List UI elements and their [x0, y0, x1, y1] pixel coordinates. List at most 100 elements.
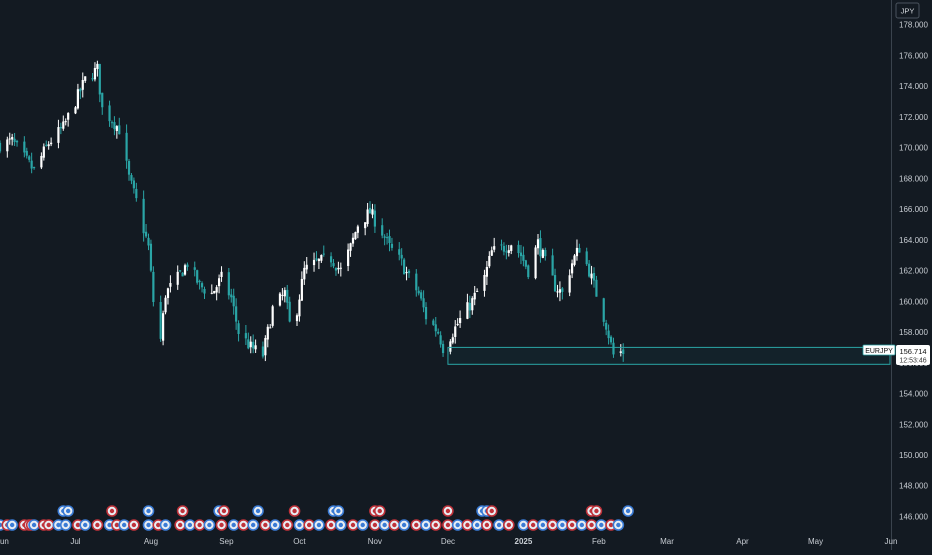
candle-body [286, 289, 289, 303]
event-marker-dot [445, 522, 451, 528]
candle-body [28, 156, 31, 160]
price-tick-label: 152.000 [899, 420, 928, 429]
event-marker-dot [465, 522, 470, 528]
time-tick-label: Feb [592, 537, 606, 546]
candle-body [373, 210, 377, 227]
candle-body [220, 271, 223, 278]
candle-body [47, 144, 50, 147]
candle-body [142, 198, 145, 234]
candle-body [254, 345, 257, 350]
candle-body [415, 273, 418, 291]
candle-body [200, 283, 204, 288]
candle-body [312, 259, 316, 266]
event-marker-dot [9, 522, 15, 528]
candle-body [476, 290, 479, 292]
event-marker-dot [392, 522, 397, 528]
candle-body [424, 307, 428, 320]
event-marker-dot [616, 522, 621, 528]
candle-body [317, 259, 321, 262]
event-marker-dot [328, 522, 334, 528]
event-marker-dot [401, 522, 407, 528]
event-marker-dot [109, 508, 115, 514]
candle-body [271, 306, 274, 326]
candle-body [388, 236, 391, 244]
candle-body [13, 138, 16, 143]
price-tick-label: 166.000 [899, 205, 928, 214]
event-marker-dot [285, 522, 290, 528]
candle-body [570, 263, 574, 274]
candle-body [385, 237, 389, 239]
candle-body [602, 298, 605, 322]
candle-body [485, 266, 488, 277]
currency-badge-frame [895, 2, 920, 19]
candle-body [113, 122, 116, 130]
price-tick-label: 154.000 [899, 390, 928, 399]
event-marker-dot [372, 522, 378, 528]
candle-body [364, 222, 367, 229]
candle-body [507, 250, 510, 253]
candle-body [67, 113, 70, 120]
candle-body [266, 326, 269, 340]
event-marker-dot [336, 508, 341, 514]
candle-body [152, 271, 155, 303]
candle-body [539, 238, 542, 257]
candle-body [417, 290, 420, 294]
candle-body [288, 301, 291, 322]
time-axis[interactable]: Jun Jul Aug Sep Oct Nov Dec 2025 Feb Mar Apr May Jun [0, 537, 897, 546]
event-marker-dot [550, 522, 555, 528]
candle-body [329, 256, 333, 263]
last-price-tag[interactable]: EURJPY 156.714 12:53:46 [862, 344, 930, 365]
price-axis[interactable]: 146.000148.000150.000152.000154.000156.0… [899, 21, 928, 522]
event-marker-dot [540, 522, 546, 528]
candle-body [468, 302, 471, 311]
event-marker-dot [31, 522, 37, 528]
event-marker-dot [579, 522, 585, 528]
candle-body [339, 267, 342, 269]
price-tick-label: 146.000 [899, 512, 928, 521]
candle-body [553, 275, 557, 292]
candle-body [434, 324, 437, 332]
candle-body [585, 251, 588, 265]
event-marker-dot [382, 522, 387, 528]
price-tick-label: 170.000 [899, 144, 928, 153]
candle-body [502, 246, 506, 252]
candle-body [252, 341, 255, 349]
candle-body [118, 125, 121, 135]
candle-body [315, 258, 318, 260]
event-marker-dot [360, 522, 365, 528]
event-marker-dot [121, 522, 127, 528]
candle-body [500, 244, 503, 246]
event-marker-dot [338, 522, 344, 528]
time-tick-label: Jun [0, 537, 9, 546]
candle-body [193, 267, 196, 270]
candle-body [522, 254, 525, 261]
event-marker-dot [241, 522, 246, 528]
event-marker-dot [263, 522, 268, 528]
candle-body [74, 107, 77, 114]
currency-badge[interactable]: JPY [895, 2, 920, 19]
time-tick-label: 2025 [515, 537, 533, 546]
event-marker-dot [445, 508, 451, 514]
candle-body [519, 252, 523, 257]
price-tag-box [896, 345, 930, 365]
candle-body [8, 138, 11, 140]
event-marker-dot [521, 522, 526, 528]
candle-body [244, 333, 247, 339]
candle-body [59, 127, 62, 129]
candle-body [96, 63, 99, 70]
time-tick-label: Jun [885, 537, 898, 546]
candle-body [551, 255, 554, 276]
candle-body [15, 140, 19, 143]
candle-body [451, 337, 454, 343]
event-marker-dot [530, 522, 536, 528]
event-marker-dot [250, 522, 256, 528]
event-marker-dot [65, 508, 71, 514]
candle-body [198, 280, 201, 282]
candle-body [110, 122, 114, 124]
candle-body [235, 306, 238, 322]
symbol-tag [862, 344, 896, 356]
event-marker-dot [207, 522, 212, 528]
candle-body [588, 263, 591, 277]
